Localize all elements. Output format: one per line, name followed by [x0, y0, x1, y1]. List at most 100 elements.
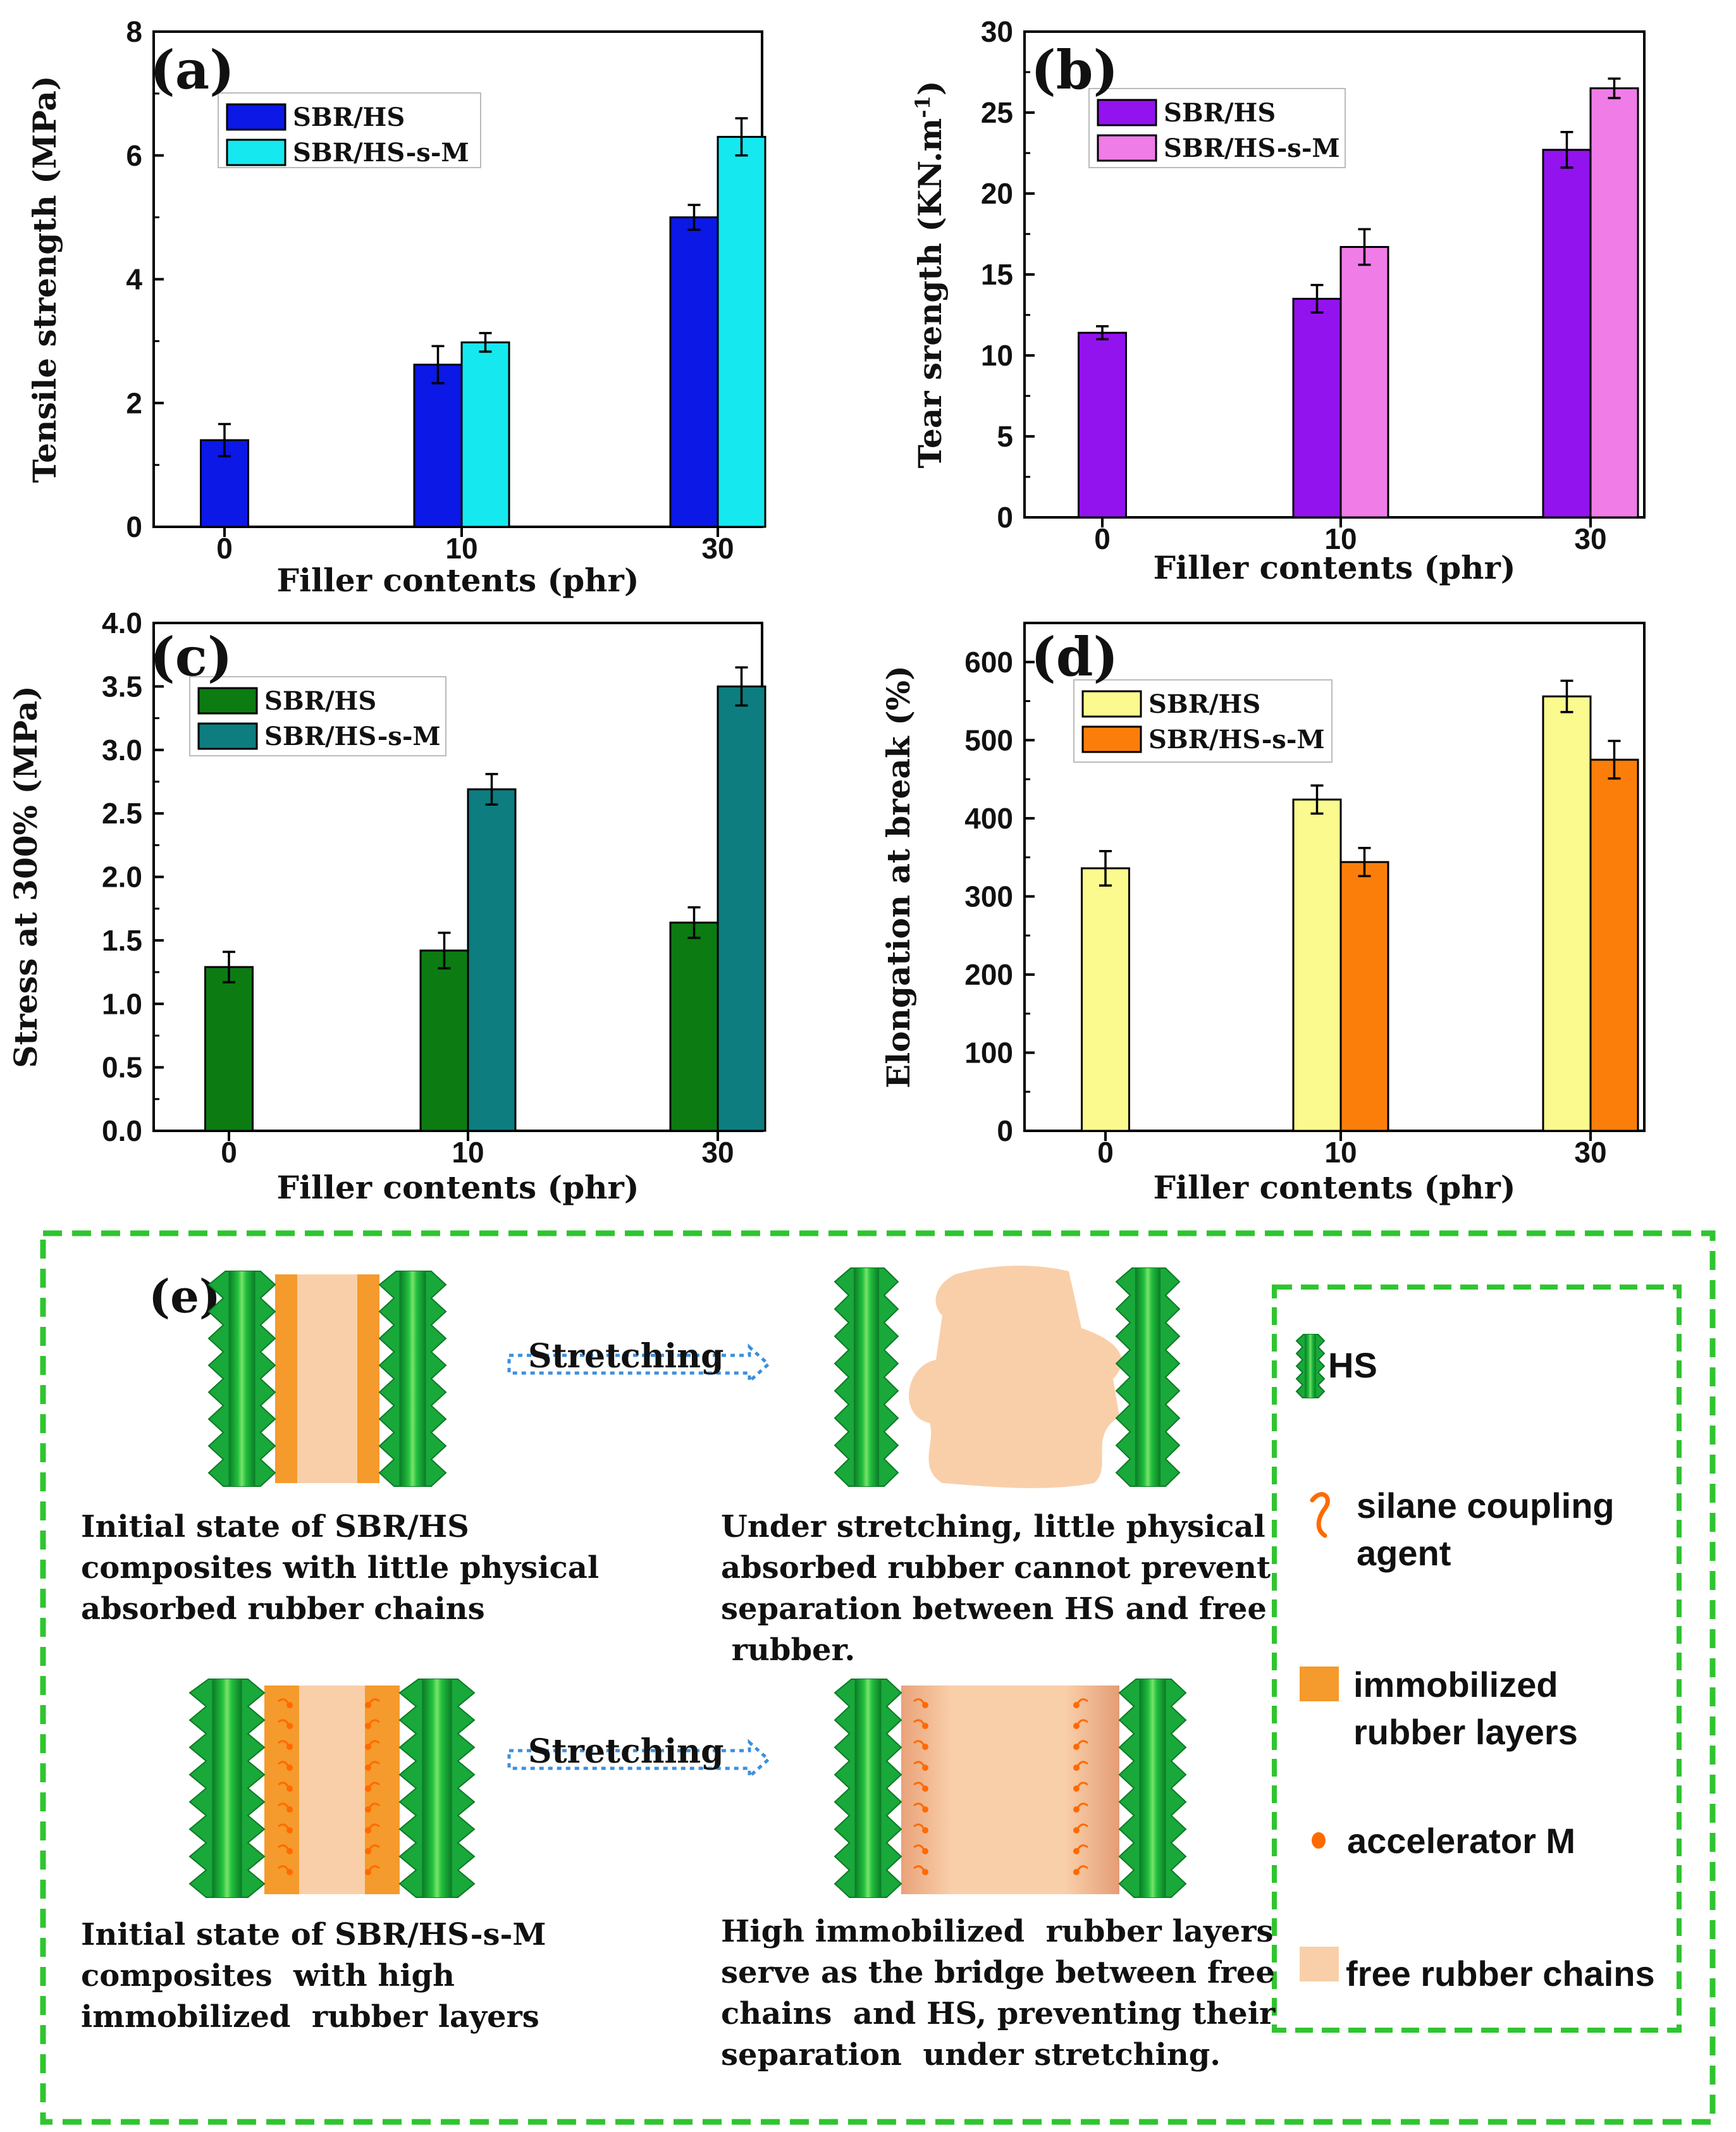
- bar-c-series1-cat2: [717, 685, 766, 1132]
- accelerator-dot: [1073, 1702, 1080, 1708]
- accelerator-dot: [922, 1806, 928, 1813]
- y-tick-label: 400: [964, 802, 1013, 835]
- scheme-legend: HS silane coupling agent immobilized rub…: [1295, 1334, 1655, 1993]
- y-tick-label: 15: [981, 258, 1013, 291]
- hs-sheet: [834, 1679, 902, 1898]
- hs-s-m-composite-initial: [188, 1679, 476, 1898]
- scheme-panel-label: (e): [149, 1269, 221, 1323]
- y-tick-label: 3.0: [102, 734, 142, 767]
- hs-legend-icon: [1295, 1334, 1326, 1398]
- chart-c: 0.0 0.5 1.0 1.5 2.0 2.5 3.0 3.5 4.0 0 10 30 SBR/HS SB…: [7, 607, 766, 1206]
- hs-composite-initial-top: [207, 1271, 447, 1487]
- bar-b-series1-cat2: [1589, 87, 1639, 519]
- legend-label: SBR/HS-s-M: [264, 722, 441, 751]
- legend-label: SBR/HS: [293, 102, 405, 132]
- accelerator-dot: [365, 1869, 371, 1875]
- desc-bottom-left-line: composites with high: [81, 1958, 455, 1993]
- hs-sheet-core: [1139, 1679, 1166, 1897]
- hs-sheet-core: [212, 1679, 242, 1897]
- stretching-arrow-bottom: [507, 1739, 771, 1780]
- y-tick-label: 3.5: [102, 670, 142, 703]
- x-tick-label: 30: [1574, 522, 1606, 555]
- y-tick-label: 20: [981, 177, 1013, 210]
- accelerator-dot: [286, 1723, 293, 1729]
- hs-sheet-core: [399, 1271, 426, 1486]
- y-tick-label: 600: [964, 646, 1013, 679]
- silane-icon: [1310, 1492, 1330, 1538]
- bar-d-series0-cat1: [1292, 798, 1342, 1132]
- desc-top-right-line: absorbed rubber cannot prevent: [721, 1550, 1271, 1586]
- desc-top-left-line: composites with little physical: [81, 1550, 599, 1586]
- legend-silane-label: agent: [1357, 1533, 1451, 1573]
- y-axis-label: Stress at 300% (MPa): [7, 686, 44, 1068]
- x-axis-label: Filler contents (phr): [1153, 549, 1515, 586]
- accelerator-dot: [922, 1785, 928, 1792]
- y-tick-label: 25: [981, 96, 1013, 129]
- y-tick-label: 500: [964, 724, 1013, 756]
- y-axis-label: Elongation at break (%): [880, 665, 917, 1088]
- desc-bottom-left-line: Initial state of SBR/HS-s-M: [81, 1917, 546, 1952]
- accelerator-dot: [286, 1765, 293, 1771]
- legend-swatch: [1081, 725, 1142, 753]
- y-tick-label: 2.0: [102, 861, 142, 894]
- legend-label: SBR/HS: [1164, 98, 1276, 128]
- desc-bottom-right-line: separation under stretching.: [721, 2037, 1221, 2073]
- x-tick-label: 10: [1324, 1136, 1357, 1169]
- accelerator-dot: [922, 1744, 928, 1750]
- hs-sheet: [398, 1679, 476, 1898]
- accelerator-dot: [365, 1723, 371, 1729]
- y-tick-label: 100: [964, 1036, 1013, 1069]
- y-tick-label: 300: [964, 880, 1013, 913]
- panel-label: (c): [150, 625, 233, 688]
- desc-bottom-right-line: High immobilized rubber layers: [721, 1914, 1274, 1949]
- hs-sheet-core: [228, 1271, 255, 1486]
- y-tick-label: 0: [126, 510, 142, 543]
- accelerator-dot: [286, 1827, 293, 1833]
- desc-bottom-right-line: serve as the bridge between free: [721, 1955, 1275, 1990]
- desc-top-left: Initial state of SBR/HS composites with …: [81, 1509, 599, 1627]
- y-tick-label: 1.5: [102, 924, 142, 957]
- accelerator-dot: [1073, 1848, 1080, 1854]
- legend-label: SBR/HS-s-M: [1164, 133, 1340, 163]
- accelerator-dot: [286, 1806, 293, 1813]
- bar-b-series0-cat1: [1292, 297, 1342, 519]
- chart-b: 0 5 10 15 20 25 30 0 10 30 SBR/HS SBR/HS-s-M (b) Fill…: [911, 15, 1646, 586]
- desc-top-left-line: absorbed rubber chains: [81, 1591, 485, 1627]
- x-tick-label: 10: [452, 1136, 484, 1169]
- accelerator-dot: [365, 1744, 371, 1750]
- accelerator-dot: [1073, 1765, 1080, 1771]
- accelerator-dot: [922, 1848, 928, 1854]
- legend-label: SBR/HS-s-M: [1148, 725, 1325, 755]
- panel-label: (d): [1031, 625, 1118, 688]
- chart-a: 0 2 4 6 8 0 10 30 SBR/HS SBR/HS-s-M (a) Filler cont…: [26, 15, 766, 599]
- y-tick-label: 2.5: [102, 797, 142, 830]
- legend-swatch: [197, 687, 258, 715]
- y-tick-label: 0.0: [102, 1114, 142, 1147]
- x-tick-label: 0: [216, 532, 233, 565]
- legend-free-label: free rubber chains: [1346, 1954, 1655, 1993]
- bar-b-series0-cat2: [1542, 149, 1592, 519]
- accelerator-dot: [365, 1765, 371, 1771]
- hs-sheet: [207, 1271, 276, 1487]
- y-tick-label: 1.0: [102, 987, 142, 1020]
- x-axis-label: Filler contents (phr): [1153, 1169, 1515, 1206]
- bar-a-series0-cat1: [413, 364, 463, 528]
- panel-label: (b): [1031, 39, 1118, 101]
- legend-swatch: [226, 139, 286, 166]
- chart-d: 0 100 200 300 400 500 600 0 10 30 SBR/HS SBR/HS-s-M…: [880, 622, 1646, 1206]
- y-axis-label-end: ): [911, 80, 949, 96]
- scheme-border: [40, 1230, 1716, 2125]
- legend-silane-label: silane coupling: [1357, 1486, 1615, 1525]
- hs-sheet: [188, 1679, 266, 1898]
- hs-sheet-core: [1135, 1268, 1160, 1486]
- hs-sheet-core: [422, 1679, 452, 1897]
- hs-sheet-core: [1305, 1334, 1316, 1398]
- accelerator-dot: [1073, 1806, 1080, 1813]
- desc-top-right: Under stretching, little physical absorb…: [721, 1509, 1271, 1668]
- accelerator-dots: [278, 1698, 380, 1875]
- desc-bottom-left: Initial state of SBR/HS-s-M composites w…: [81, 1917, 546, 2035]
- bar-a-series0-cat2: [669, 216, 719, 528]
- legend-swatch: [1081, 690, 1142, 718]
- x-axis-label: Filler contents (phr): [276, 562, 639, 599]
- hs-s-m-composite-stretched: [834, 1679, 1187, 1898]
